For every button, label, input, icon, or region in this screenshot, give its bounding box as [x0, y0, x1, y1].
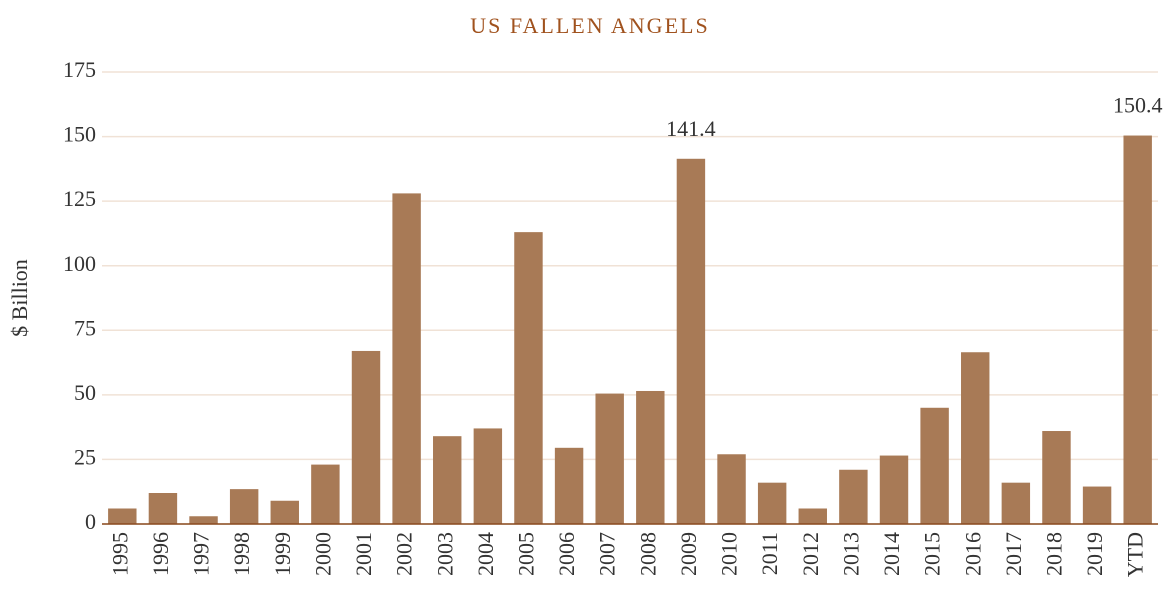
- bar: [717, 454, 746, 524]
- chart-title: US FALLEN ANGELS: [470, 13, 709, 38]
- x-tick-label: 2003: [432, 532, 457, 576]
- bar: [514, 232, 543, 524]
- x-tick-label: 2006: [554, 532, 579, 576]
- y-tick-label: 50: [74, 380, 96, 405]
- x-tick-label: 2017: [1001, 532, 1026, 576]
- x-tick-label: 2019: [1082, 532, 1107, 576]
- y-tick-label: 25: [74, 444, 96, 469]
- x-tick-label: 2009: [676, 532, 701, 576]
- x-tick-label: 2004: [473, 532, 498, 576]
- y-tick-label: 150: [63, 122, 96, 147]
- bar: [1042, 431, 1071, 524]
- bar: [433, 436, 462, 524]
- x-tick-label: 2018: [1042, 532, 1067, 576]
- x-tick-label: 1996: [148, 532, 173, 576]
- bar: [392, 193, 421, 524]
- y-tick-label: 100: [63, 251, 96, 276]
- y-tick-label: 0: [85, 509, 96, 534]
- x-tick-label: YTD: [1123, 532, 1148, 577]
- x-tick-label: 2002: [392, 532, 417, 576]
- bar: [595, 393, 624, 524]
- x-tick-label: 1995: [107, 532, 132, 576]
- y-axis-label: $ Billion: [7, 259, 32, 337]
- bar: [1082, 486, 1112, 524]
- bar: [270, 500, 299, 524]
- y-tick-label: 125: [63, 186, 96, 211]
- bar: [229, 489, 259, 524]
- y-tick-label: 175: [63, 57, 96, 82]
- bar: [636, 390, 665, 524]
- x-tick-label: 2012: [798, 532, 823, 576]
- bar: [148, 493, 178, 524]
- bar: [920, 407, 949, 524]
- x-tick-label: 1998: [229, 532, 254, 576]
- x-tick-label: 2005: [514, 532, 539, 576]
- bar: [311, 464, 340, 524]
- bar: [839, 469, 868, 524]
- x-tick-label: 2000: [310, 532, 335, 576]
- bar: [757, 482, 787, 524]
- bar: [961, 352, 990, 524]
- bar: [473, 428, 503, 524]
- x-tick-label: 2015: [920, 532, 945, 576]
- bar: [1001, 482, 1031, 524]
- x-tick-label: 2013: [838, 532, 863, 576]
- x-tick-label: 2011: [757, 532, 782, 575]
- data-label: 141.4: [666, 116, 716, 141]
- bar: [108, 508, 137, 524]
- x-tick-label: 2014: [879, 532, 904, 576]
- bar: [1123, 135, 1152, 525]
- bar: [351, 350, 381, 524]
- x-tick-label: 2010: [717, 532, 742, 576]
- y-tick-label: 75: [74, 315, 96, 340]
- x-tick-label: 1999: [270, 532, 295, 576]
- bar: [189, 516, 218, 524]
- bar: [879, 455, 909, 524]
- bar: [676, 158, 706, 524]
- x-tick-label: 2007: [595, 532, 620, 576]
- x-tick-label: 2001: [351, 532, 376, 576]
- bar: [554, 447, 584, 524]
- x-tick-label: 2008: [635, 532, 660, 576]
- data-label: 150.4: [1113, 93, 1163, 118]
- x-tick-label: 2016: [960, 532, 985, 576]
- x-tick-label: 1997: [189, 532, 214, 576]
- bar: [798, 508, 827, 524]
